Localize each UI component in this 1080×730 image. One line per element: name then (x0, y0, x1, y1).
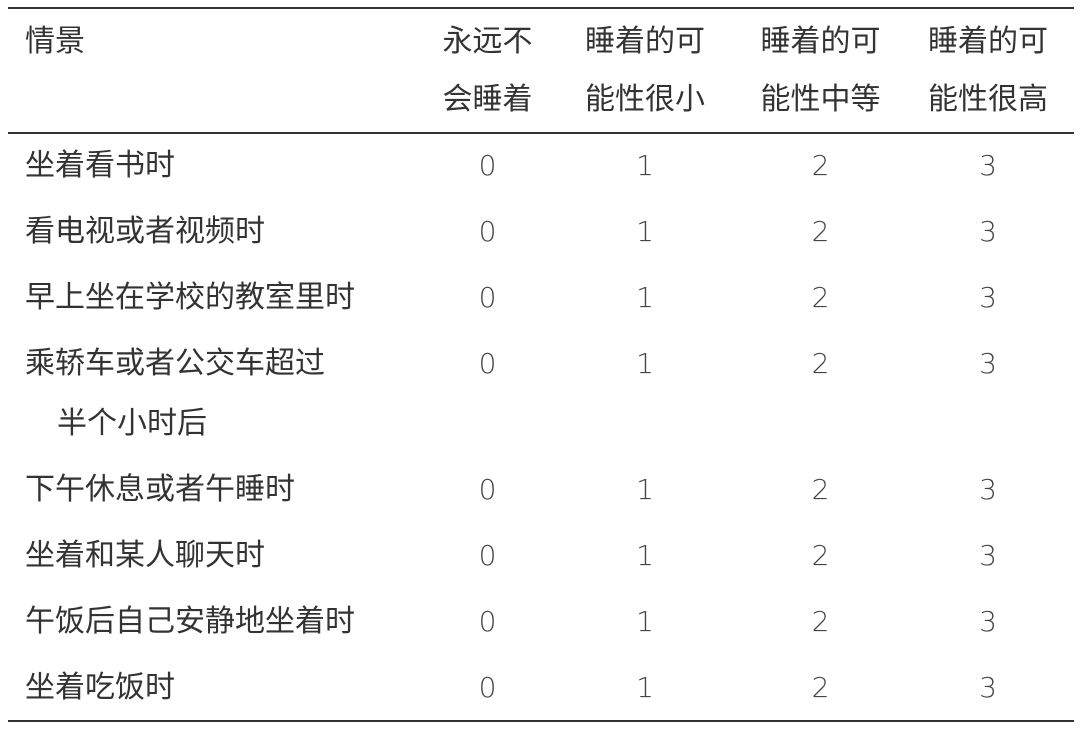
score-cell: 3 (979, 281, 997, 314)
score-cell: 2 (811, 539, 830, 572)
table-row: 坐着看书时 0 1 2 3 (0, 133, 1080, 199)
scenario-label: 坐着看书时 (25, 148, 175, 183)
table-row: 看电视或者视频时 0 1 2 3 (0, 199, 1080, 265)
score-cell: 1 (636, 539, 654, 572)
score-cell: 0 (478, 473, 497, 506)
score-cell: 1 (636, 215, 654, 248)
score-cell: 3 (979, 215, 997, 248)
score-cell: 2 (811, 473, 830, 506)
header-scenario: 情景 (25, 24, 85, 59)
table-top-rule (8, 7, 1074, 9)
score-cell: 2 (811, 149, 830, 182)
table-row: 坐着吃饭时 0 1 2 3 (0, 655, 1080, 721)
header-low: 睡着的可 能性很小 (585, 24, 705, 117)
score-cell: 0 (478, 671, 497, 704)
score-cell: 0 (478, 215, 497, 248)
score-cell: 1 (636, 671, 654, 704)
header-never: 永远不 会睡着 (442, 24, 533, 117)
score-cell: 0 (478, 539, 497, 572)
score-cell: 1 (636, 149, 654, 182)
score-cell: 2 (811, 671, 830, 704)
score-cell: 3 (979, 149, 997, 182)
header-high: 睡着的可 能性很高 (928, 24, 1048, 117)
score-cell: 0 (478, 605, 497, 638)
score-cell: 0 (478, 347, 497, 380)
table-row: 乘轿车或者公交车超过 半个小时后 0 1 2 3 (0, 331, 1080, 457)
score-cell: 0 (478, 281, 497, 314)
scenario-label: 下午休息或者午睡时 (25, 472, 295, 507)
score-cell: 0 (478, 149, 497, 182)
table-header-rule (8, 132, 1074, 134)
score-cell: 2 (811, 215, 830, 248)
header-medium: 睡着的可 能性中等 (760, 24, 881, 117)
table-row: 下午休息或者午睡时 0 1 2 3 (0, 457, 1080, 523)
score-cell: 3 (979, 605, 997, 638)
score-cell: 3 (979, 347, 997, 380)
scenario-label: 早上坐在学校的教室里时 (25, 280, 355, 315)
score-cell: 2 (811, 347, 830, 380)
table-row: 早上坐在学校的教室里时 0 1 2 3 (0, 265, 1080, 331)
scenario-label: 看电视或者视频时 (25, 214, 265, 249)
scenario-label: 乘轿车或者公交车超过 半个小时后 (25, 346, 325, 441)
score-cell: 2 (811, 605, 830, 638)
table-header: 情景 永远不 会睡着 睡着的可 能性很小 睡着的可 能性中等 睡着的可 能性很高 (0, 13, 1080, 131)
scenario-label: 坐着和某人聊天时 (25, 538, 265, 573)
score-cell: 3 (979, 473, 997, 506)
score-cell: 1 (636, 347, 654, 380)
score-cell: 1 (636, 473, 654, 506)
score-cell: 2 (811, 281, 830, 314)
scenario-label: 午饭后自己安静地坐着时 (25, 604, 355, 639)
table-bottom-rule (8, 720, 1074, 722)
score-cell: 1 (636, 281, 654, 314)
table-row: 坐着和某人聊天时 0 1 2 3 (0, 523, 1080, 589)
score-cell: 3 (979, 671, 997, 704)
scenario-label: 坐着吃饭时 (25, 670, 175, 705)
table-row: 午饭后自己安静地坐着时 0 1 2 3 (0, 589, 1080, 655)
score-cell: 3 (979, 539, 997, 572)
score-cell: 1 (636, 605, 654, 638)
